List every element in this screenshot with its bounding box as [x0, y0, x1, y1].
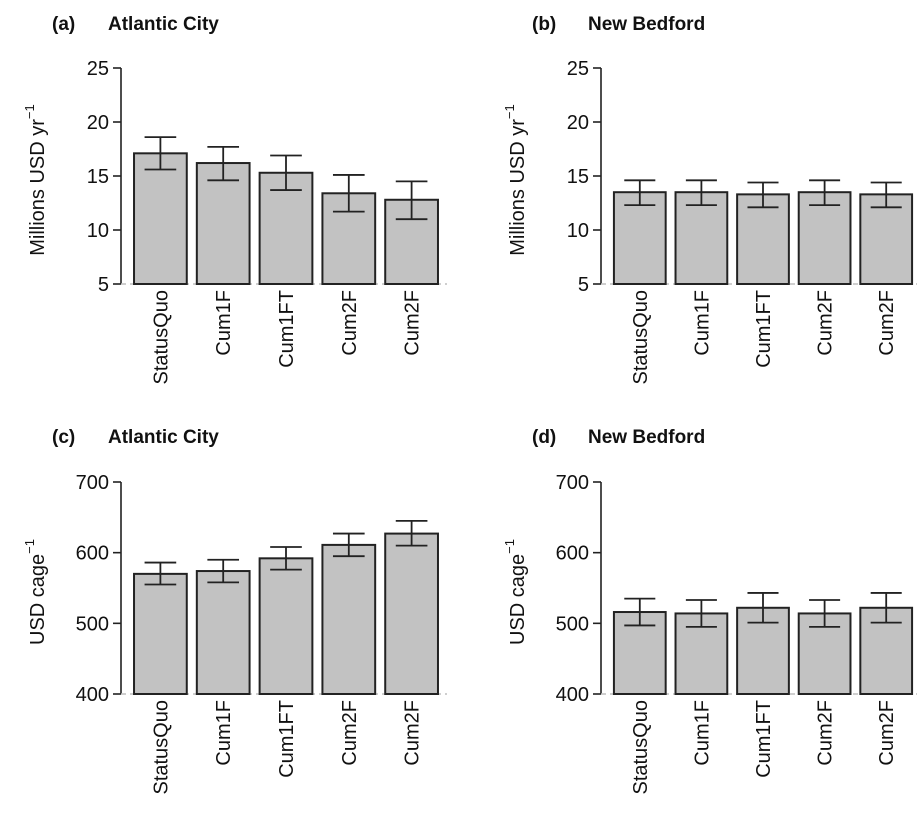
- x-category-label: StatusQuo: [150, 290, 172, 385]
- panel-title: New Bedford: [588, 427, 705, 448]
- panel-label: (c): [52, 427, 75, 448]
- y-tick-label: 5: [578, 274, 589, 296]
- y-axis-title-superscript: −1: [22, 539, 37, 554]
- y-axis-title-text: USD cage: [27, 554, 49, 645]
- y-tick-label: 15: [87, 166, 109, 188]
- y-axis-title-text: USD cage: [507, 554, 529, 645]
- panel-label: (d): [532, 427, 556, 448]
- bar: [859, 193, 914, 285]
- bar: [133, 152, 188, 285]
- panel-label: (b): [532, 14, 556, 35]
- chart-panel: (d) New Bedford 400 500 600 700 USD cage−1 Stat…: [502, 427, 917, 795]
- bar: [258, 171, 314, 285]
- y-tick-label: 700: [76, 472, 109, 494]
- x-category-label: Cum2F: [815, 290, 837, 356]
- y-axis-title: Millions USD yr−1: [502, 104, 529, 256]
- x-category-label: Cum1F: [213, 700, 235, 766]
- bar: [133, 572, 188, 695]
- chart-panels: (a) Atlantic City 5 10 15 20 25 Millions USD yr…: [22, 14, 917, 795]
- x-category-label: StatusQuo: [630, 700, 652, 795]
- y-tick-label: 20: [567, 112, 589, 134]
- x-category-label: Cum1FT: [753, 290, 775, 368]
- y-tick-label: 20: [87, 112, 109, 134]
- x-category-label: StatusQuo: [630, 290, 652, 385]
- x-category-label: Cum1FT: [276, 700, 298, 778]
- panel-label: (a): [52, 14, 75, 35]
- bar: [195, 570, 251, 695]
- y-tick-label: 10: [567, 220, 589, 242]
- y-axis-title-superscript: −1: [22, 104, 37, 119]
- y-axis-title-superscript: −1: [502, 104, 517, 119]
- y-tick-label: 400: [556, 684, 589, 706]
- x-category-label: Cum2F: [339, 700, 361, 766]
- y-tick-label: 10: [87, 220, 109, 242]
- x-category-label: Cum2F: [402, 290, 424, 356]
- x-category-label: Cum1F: [691, 290, 713, 356]
- y-tick-label: 600: [556, 543, 589, 565]
- x-category-label: Cum2F: [402, 700, 424, 766]
- y-tick-label: 500: [556, 613, 589, 635]
- x-category-label: Cum2F: [876, 700, 898, 766]
- chart-panel: (b) New Bedford 5 10 15 20 25 Millions USD yr−1…: [502, 14, 917, 385]
- x-category-label: Cum2F: [815, 700, 837, 766]
- x-category-label: Cum1FT: [276, 290, 298, 368]
- y-axis-title-text: Millions USD yr: [507, 119, 529, 256]
- y-tick-label: 700: [556, 472, 589, 494]
- bar: [258, 557, 314, 695]
- y-tick-label: 15: [567, 166, 589, 188]
- y-tick-label: 25: [87, 58, 109, 80]
- y-axis-title: USD cage−1: [502, 539, 529, 645]
- x-category-label: Cum2F: [876, 290, 898, 356]
- panel-title: New Bedford: [588, 14, 705, 35]
- x-category-label: Cum2F: [339, 290, 361, 356]
- bar: [321, 192, 377, 285]
- y-axis-title-text: Millions USD yr: [27, 119, 49, 256]
- x-category-label: Cum1F: [691, 700, 713, 766]
- bar: [321, 543, 377, 695]
- bar: [612, 191, 667, 285]
- y-tick-label: 25: [567, 58, 589, 80]
- y-tick-label: 400: [76, 684, 109, 706]
- x-category-label: Cum1F: [213, 290, 235, 356]
- bar: [384, 532, 439, 695]
- y-tick-label: 600: [76, 543, 109, 565]
- y-axis-title: USD cage−1: [22, 539, 49, 645]
- panel-title: Atlantic City: [108, 14, 219, 35]
- chart-panel: (a) Atlantic City 5 10 15 20 25 Millions USD yr…: [22, 14, 447, 385]
- panel-title: Atlantic City: [108, 427, 219, 448]
- x-category-label: StatusQuo: [150, 700, 172, 795]
- y-axis-title: Millions USD yr−1: [22, 104, 49, 256]
- y-tick-label: 5: [98, 274, 109, 296]
- chart-panel: (c) Atlantic City 400 500 600 700 USD cage−1 St…: [22, 427, 447, 795]
- bar: [736, 193, 790, 285]
- bar: [674, 191, 729, 285]
- x-category-label: Cum1FT: [753, 700, 775, 778]
- y-tick-label: 500: [76, 613, 109, 635]
- y-axis-title-superscript: −1: [502, 539, 517, 554]
